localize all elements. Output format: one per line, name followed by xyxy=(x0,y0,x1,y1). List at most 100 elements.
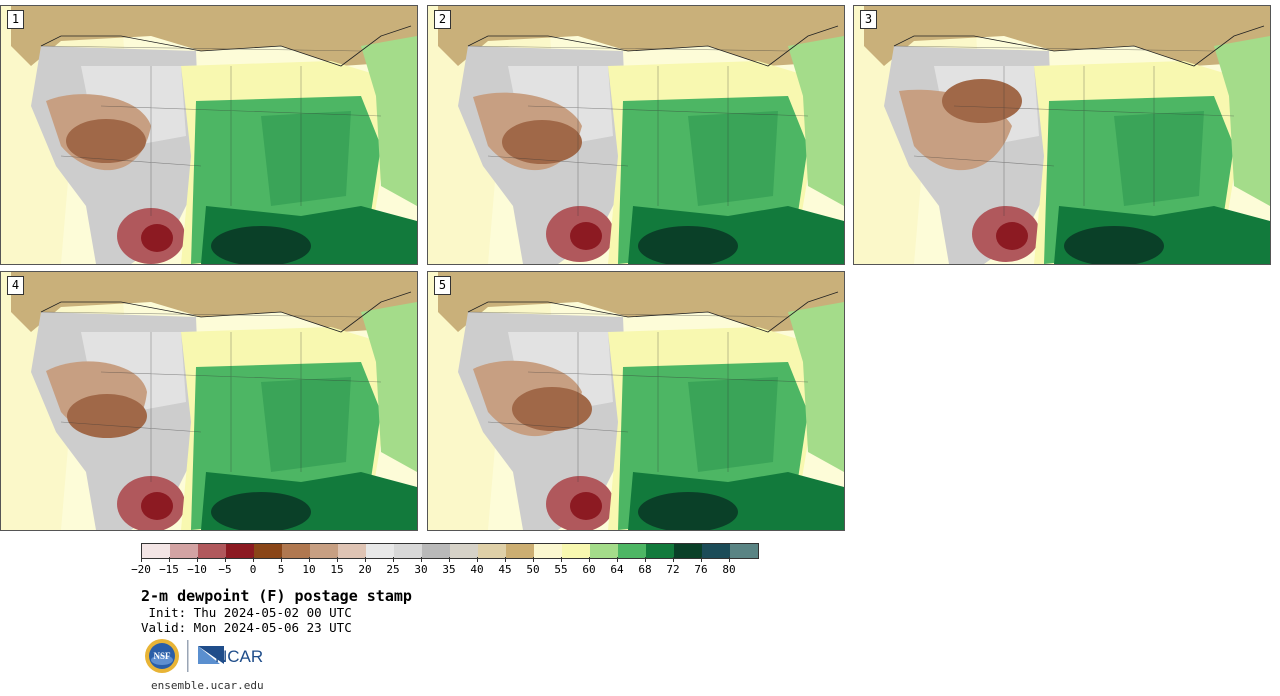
member-label: 5 xyxy=(434,276,451,295)
colorbar-tick-label: 40 xyxy=(470,563,484,576)
colorbar-tick-label: −15 xyxy=(159,563,179,576)
colorbar-tick-label: 5 xyxy=(277,563,285,576)
colorbar-tick-label: 64 xyxy=(610,563,624,576)
colorbar-tick xyxy=(169,557,170,562)
colorbar-tick xyxy=(281,557,282,562)
colorbar-tick-label: 0 xyxy=(249,563,257,576)
southwest-dry-core xyxy=(570,222,602,250)
canada-area xyxy=(864,6,1270,66)
southwest-dry-core xyxy=(141,224,173,252)
colorbar-tick xyxy=(309,557,310,562)
colorbar-tick-label: 72 xyxy=(666,563,680,576)
colorbar-tick xyxy=(337,557,338,562)
colorbar-swatch xyxy=(310,544,338,558)
colorbar-tick-label: 10 xyxy=(302,563,316,576)
border-line xyxy=(40,291,412,333)
site-url: ensemble.ucar.edu xyxy=(151,679,264,692)
colorbar-swatch xyxy=(170,544,198,558)
southwest-dry-core xyxy=(570,492,602,520)
colorbar-tick-label: 15 xyxy=(330,563,344,576)
colorbar-swatch xyxy=(730,544,758,558)
atlantic-area xyxy=(361,302,417,472)
gulf-core xyxy=(211,226,311,264)
colorbar-swatch xyxy=(478,544,506,558)
colorbar-tick-label: 55 xyxy=(554,563,568,576)
colorbar-tick-label: 50 xyxy=(526,563,540,576)
dewpoint-map xyxy=(1,272,417,530)
colorbar-tick xyxy=(589,557,590,562)
atlantic-area xyxy=(788,302,844,472)
member-label: 4 xyxy=(7,276,24,295)
state-borders xyxy=(40,311,382,482)
colorbar-swatch xyxy=(422,544,450,558)
colorbar-tick xyxy=(477,557,478,562)
dry-core xyxy=(502,120,582,164)
init-time: Init: Thu 2024-05-02 00 UTC xyxy=(141,605,352,620)
colorbar-tick-label: 25 xyxy=(386,563,400,576)
border-line xyxy=(467,291,839,333)
atlantic-area xyxy=(361,36,417,206)
eastern-moist-inner xyxy=(261,111,351,206)
colorbar-tick xyxy=(673,557,674,562)
colorbar-swatch xyxy=(394,544,422,558)
state-borders xyxy=(893,45,1235,216)
atlantic-area xyxy=(788,36,844,206)
eastern-moist-inner xyxy=(688,111,778,206)
canada-area xyxy=(438,6,844,66)
member-label: 3 xyxy=(860,10,877,29)
colorbar-swatch xyxy=(646,544,674,558)
ensemble-member-map-4: 4 xyxy=(0,271,418,531)
colorbar-tick xyxy=(645,557,646,562)
colorbar-swatch xyxy=(590,544,618,558)
gulf-core xyxy=(211,492,311,530)
colorbar-tick xyxy=(449,557,450,562)
colorbar-tick xyxy=(197,557,198,562)
southwest-dry-core xyxy=(996,222,1028,250)
dry-core xyxy=(66,119,146,163)
nsf-logo: NSF xyxy=(145,639,179,673)
colorbar-tick xyxy=(505,557,506,562)
colorbar-tick xyxy=(729,557,730,562)
colorbar-swatch xyxy=(702,544,730,558)
colorbar-tick xyxy=(617,557,618,562)
colorbar-swatch xyxy=(226,544,254,558)
ensemble-member-map-5: 5 xyxy=(427,271,845,531)
colorbar-tick-label: 60 xyxy=(582,563,596,576)
valid-time: Valid: Mon 2024-05-06 23 UTC xyxy=(141,620,352,635)
dewpoint-map xyxy=(1,6,417,264)
eastern-moist-inner xyxy=(688,377,778,472)
eastern-moist-inner xyxy=(1114,111,1204,206)
colorbar-swatch xyxy=(450,544,478,558)
colorbar-swatch xyxy=(338,544,366,558)
colorbar-tick-label: 68 xyxy=(638,563,652,576)
colorbar-tick xyxy=(393,557,394,562)
dewpoint-map xyxy=(854,6,1270,264)
gulf-core xyxy=(638,492,738,530)
colorbar-tick-label: 76 xyxy=(694,563,708,576)
state-borders xyxy=(467,45,809,216)
colorbar-tick xyxy=(533,557,534,562)
southwest-dry-core xyxy=(141,492,173,520)
ncar-logo-text: NCAR xyxy=(215,647,263,666)
border-line xyxy=(893,25,1265,67)
ncar-logo: NCAR xyxy=(198,646,263,666)
gulf-core xyxy=(1064,226,1164,264)
colorbar-tick xyxy=(561,557,562,562)
colorbar-swatch xyxy=(282,544,310,558)
ensemble-member-map-2: 2 xyxy=(427,5,845,265)
dry-core xyxy=(67,394,147,438)
dewpoint-map xyxy=(428,6,844,264)
dry-core xyxy=(512,387,592,431)
gulf-core xyxy=(638,226,738,264)
member-label: 1 xyxy=(7,10,24,29)
state-borders xyxy=(40,45,382,216)
member-label: 2 xyxy=(434,10,451,29)
colorbar-tick-label: 45 xyxy=(498,563,512,576)
dry-core xyxy=(942,79,1022,123)
logo-divider xyxy=(187,640,189,672)
sponsor-logos: NSF NCAR xyxy=(145,639,263,673)
colorbar-swatch xyxy=(366,544,394,558)
colorbar-tick xyxy=(141,557,142,562)
colorbar-tick xyxy=(365,557,366,562)
colorbar-swatch xyxy=(562,544,590,558)
